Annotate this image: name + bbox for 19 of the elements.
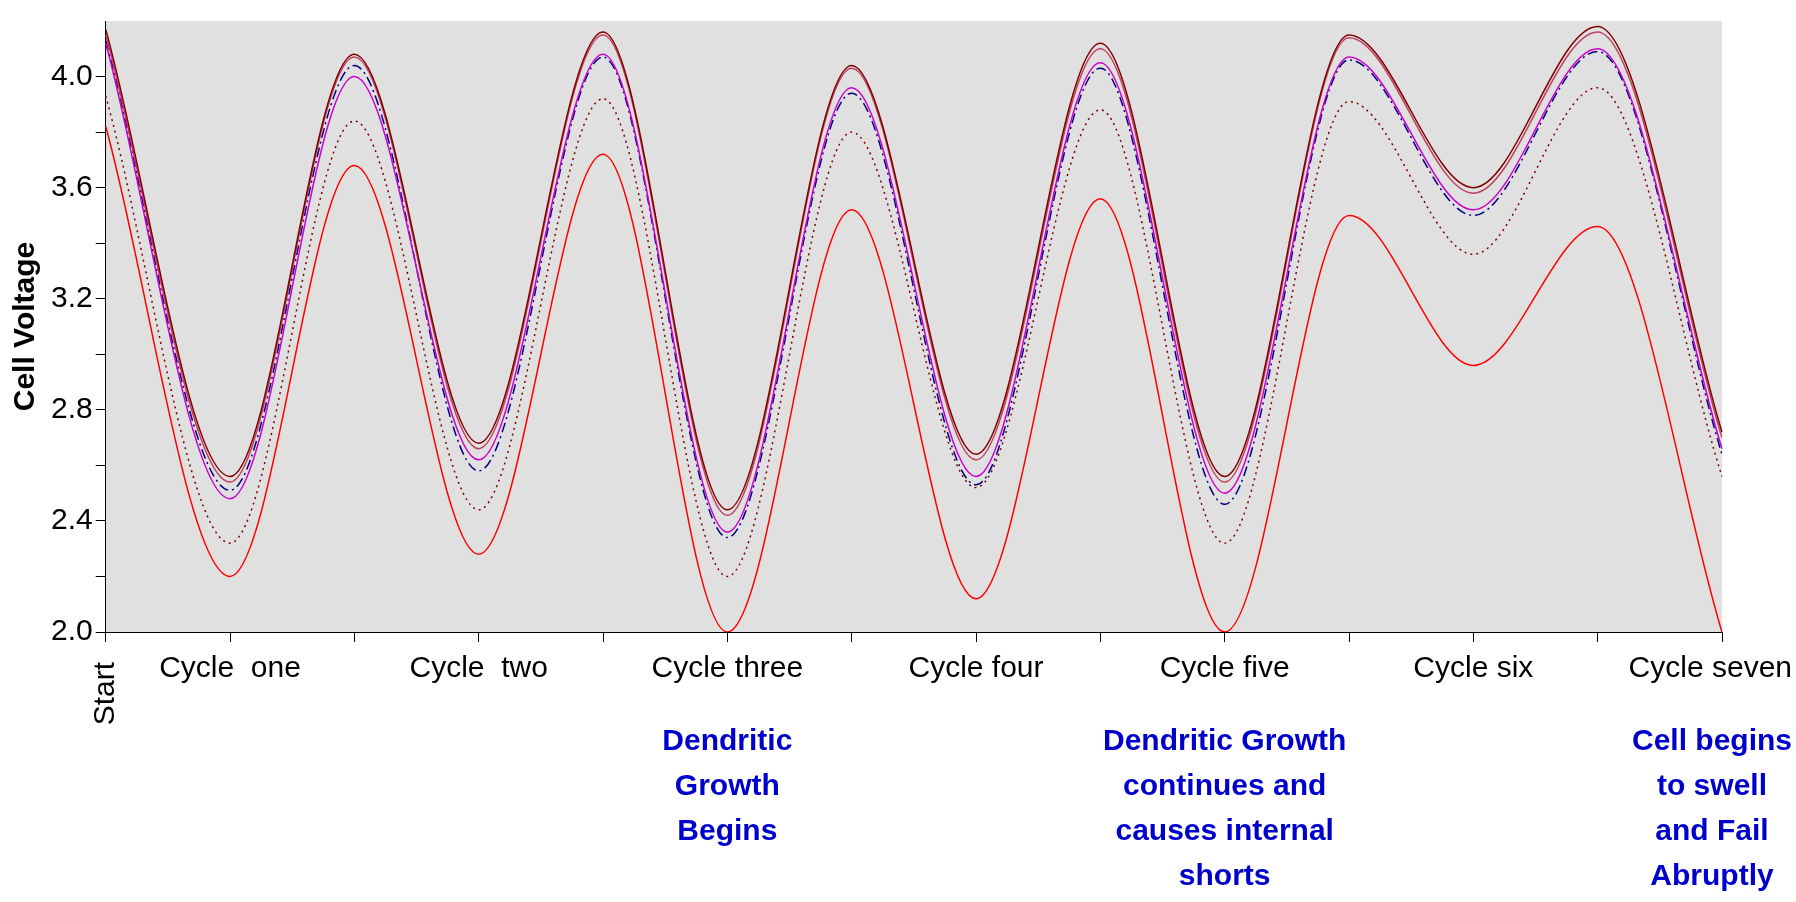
y-tick-label: 2.0 [50,613,93,647]
x-tick-label: Cycle seven [1628,650,1792,684]
x-tick-label: Cycle one [159,650,301,684]
text: Dendritic Growth Begins [662,723,793,847]
y-tick-label: 4.0 [50,57,93,91]
x-tick-label: Cycle six [1413,650,1534,684]
x-tick-label: Cycle two [409,650,548,684]
x-tick-label: Cycle three [651,650,804,684]
y-tick-label: 2.8 [50,391,93,425]
y-axis-title: Cell Voltage [7,241,41,412]
line-series [104,86,1723,578]
y-tick-label: 2.4 [50,502,93,536]
x-tick-label: Cycle four [908,650,1044,684]
y-tick-label: 3.6 [50,168,93,202]
y-tick-label: 3.2 [50,279,93,313]
x-tick-label: Start [86,661,120,726]
x-tick-label: Cycle five [1159,650,1290,684]
text: Dendritic Growth continues and causes internal shorts [1103,723,1347,892]
text: Cell begins to swell and Fail Abruptly [1631,723,1793,892]
